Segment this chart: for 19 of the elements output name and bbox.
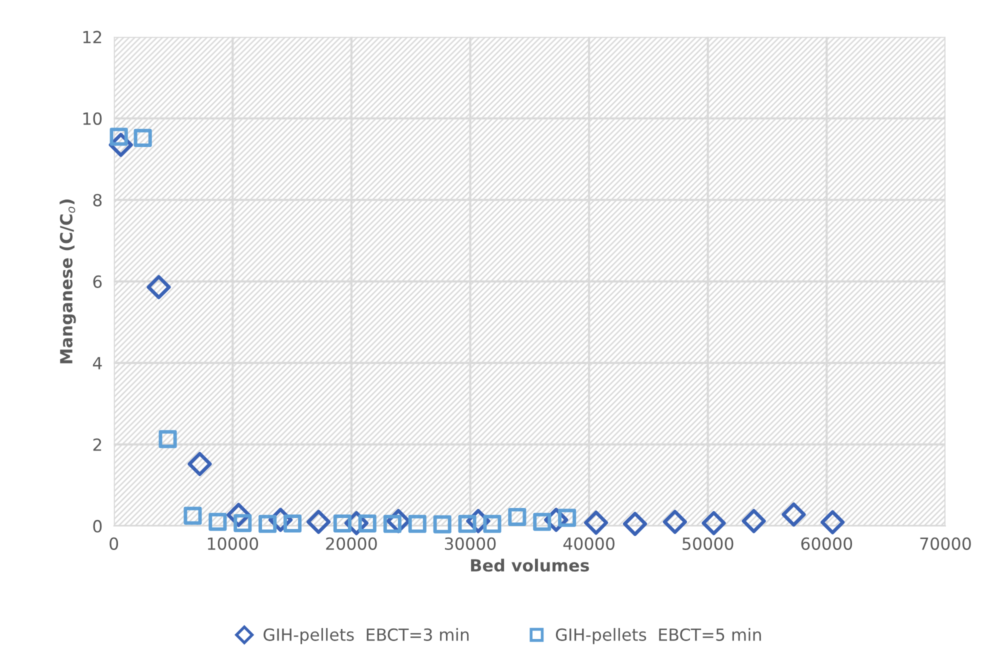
- y-tick-label: 8: [93, 194, 102, 206]
- x-tick-label: 50000: [682, 537, 734, 550]
- y-tick-label: 6: [93, 275, 102, 288]
- x-axis-title: Bed volumes: [471, 558, 589, 572]
- x-tick-label: 70000: [920, 537, 971, 550]
- y-tick-label: 10: [83, 112, 102, 125]
- y-tick-label: 2: [93, 438, 102, 451]
- x-tick-label: 20000: [326, 537, 377, 550]
- x-tick-label: 30000: [445, 537, 496, 550]
- legend-label: GIH-pellets EBCT=5 min: [556, 628, 761, 644]
- y-tick-label: 12: [83, 30, 102, 44]
- y-tick-label: 0: [93, 520, 102, 533]
- x-tick-label: 60000: [801, 537, 852, 550]
- x-tick-label: 0: [110, 537, 118, 550]
- legend-label: GIH-pellets EBCT=3 min: [264, 628, 469, 644]
- x-tick-label: 10000: [208, 537, 258, 550]
- y-tick-label: 4: [92, 357, 102, 370]
- x-tick-label: 40000: [563, 537, 614, 550]
- y-axis-title: Manganese (C/C$_{o}$): [60, 200, 76, 364]
